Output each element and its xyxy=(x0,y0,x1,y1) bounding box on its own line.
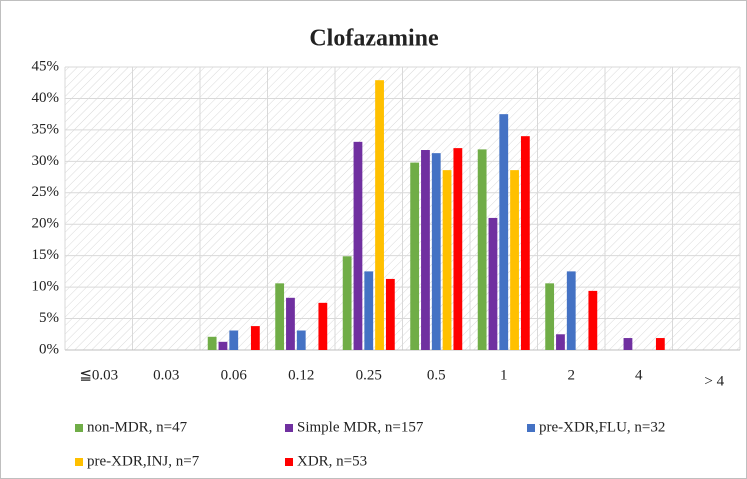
bar xyxy=(421,150,430,350)
y-tick-label: 45% xyxy=(32,58,60,74)
bar xyxy=(286,297,295,350)
bar xyxy=(375,80,384,350)
bar xyxy=(342,256,352,350)
bar xyxy=(442,170,452,350)
bar xyxy=(453,148,463,350)
legend-label: XDR, n=53 xyxy=(297,453,367,469)
x-tick-label: > 4 xyxy=(704,373,724,389)
bar xyxy=(296,330,306,350)
y-tick-label: 40% xyxy=(32,90,60,106)
bar xyxy=(353,141,363,350)
legend-label: pre-XDR,INJ, n=7 xyxy=(87,453,200,469)
x-tick-label: 4 xyxy=(635,367,643,383)
y-tick-label: 35% xyxy=(32,121,60,137)
bar xyxy=(364,271,374,350)
y-tick-label: 30% xyxy=(32,153,60,169)
legend-label: pre-XDR,FLU, n=32 xyxy=(539,419,665,435)
legend-label: non-MDR, n=47 xyxy=(87,419,188,435)
x-tick-label: 2 xyxy=(568,367,576,383)
bar xyxy=(545,283,555,350)
legend-swatch xyxy=(527,424,535,432)
y-tick-label: 15% xyxy=(32,247,60,263)
y-tick-label: 10% xyxy=(32,279,60,295)
bar xyxy=(431,153,441,350)
bar xyxy=(207,336,217,350)
legend-label: Simple MDR, n=157 xyxy=(297,419,424,435)
bar xyxy=(499,114,509,351)
bar xyxy=(410,162,420,350)
bar xyxy=(520,136,530,350)
bar xyxy=(250,326,260,350)
y-tick-label: 5% xyxy=(39,310,59,326)
x-tick-label: ≦0.03 xyxy=(79,367,118,383)
legend-swatch xyxy=(75,424,83,432)
x-tick-label: 0.12 xyxy=(288,367,314,383)
bar xyxy=(655,338,665,350)
bar xyxy=(556,334,565,350)
bar xyxy=(275,283,285,350)
x-tick-label: 0.5 xyxy=(427,367,446,383)
x-tick-label: 0.25 xyxy=(356,367,382,383)
bar xyxy=(510,170,519,350)
bar xyxy=(588,290,598,350)
legend-swatch xyxy=(285,424,293,432)
x-tick-label: 0.06 xyxy=(221,367,248,383)
bar xyxy=(477,149,487,350)
x-tick-label: 0.03 xyxy=(153,367,179,383)
y-tick-label: 0% xyxy=(39,341,59,357)
bar xyxy=(385,278,395,350)
y-tick-label: 20% xyxy=(32,216,60,232)
legend-swatch xyxy=(285,458,293,466)
bar xyxy=(488,217,498,350)
y-tick-label: 25% xyxy=(32,184,60,200)
legend-swatch xyxy=(75,458,83,466)
bar xyxy=(229,330,239,350)
bar xyxy=(218,341,228,350)
chart-title: Clofazamine xyxy=(309,26,439,52)
bar xyxy=(623,338,633,350)
bar xyxy=(566,271,576,350)
x-tick-label: 1 xyxy=(500,367,508,383)
bar xyxy=(318,302,328,350)
